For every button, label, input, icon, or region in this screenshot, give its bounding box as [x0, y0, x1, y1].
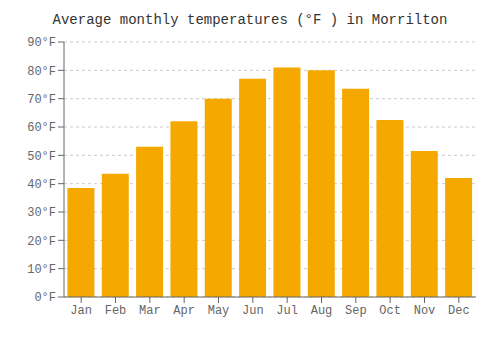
svg-text:70°F: 70°F	[27, 93, 56, 107]
svg-text:Jan: Jan	[70, 304, 92, 318]
svg-text:May: May	[208, 304, 230, 318]
svg-text:Aug: Aug	[311, 304, 333, 318]
svg-text:60°F: 60°F	[27, 121, 56, 135]
svg-text:Jun: Jun	[242, 304, 264, 318]
svg-text:Jul: Jul	[276, 304, 298, 318]
svg-text:20°F: 20°F	[27, 235, 56, 249]
svg-text:30°F: 30°F	[27, 206, 56, 220]
svg-text:Oct: Oct	[379, 304, 401, 318]
svg-text:0°F: 0°F	[34, 291, 56, 305]
svg-text:Dec: Dec	[448, 304, 470, 318]
svg-text:50°F: 50°F	[27, 150, 56, 164]
svg-text:Feb: Feb	[105, 304, 127, 318]
svg-text:80°F: 80°F	[27, 65, 56, 79]
svg-text:Sep: Sep	[345, 304, 367, 318]
svg-text:Mar: Mar	[139, 304, 161, 318]
svg-text:10°F: 10°F	[27, 263, 56, 277]
svg-text:Nov: Nov	[414, 304, 436, 318]
svg-text:40°F: 40°F	[27, 178, 56, 192]
html-text:Average monthly temperatures (: Average monthly temperatures (°F ) in Mo…	[52, 12, 448, 28]
svg-text:Apr: Apr	[173, 304, 195, 318]
svg-text:90°F: 90°F	[27, 36, 56, 50]
